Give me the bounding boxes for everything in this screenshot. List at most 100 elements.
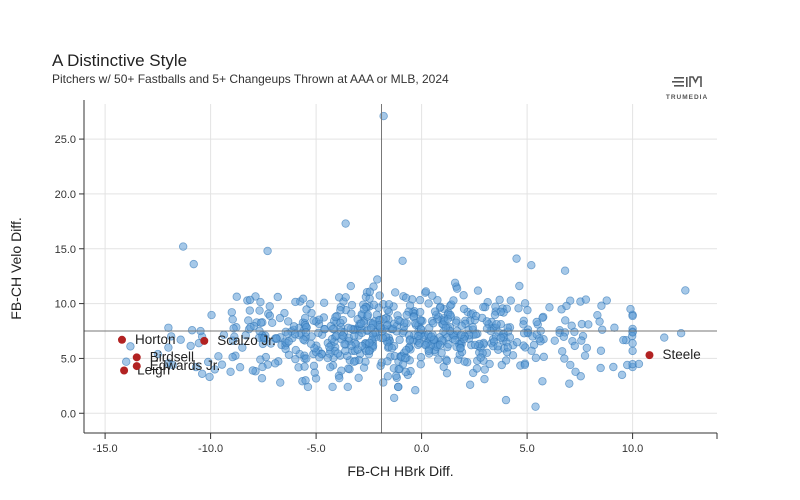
y-tick-label: 10.0 [55, 299, 76, 311]
highlight-point [200, 336, 209, 345]
data-point [459, 291, 468, 300]
highlight-label: Steele [662, 347, 700, 362]
data-point [405, 336, 414, 345]
data-point [344, 323, 353, 333]
data-point [519, 341, 528, 350]
data-point [628, 346, 637, 356]
data-point [284, 317, 293, 326]
data-point [189, 259, 198, 269]
data-point [660, 333, 669, 342]
highlight-point [645, 351, 654, 360]
highlight-label: Leigh [137, 362, 170, 377]
data-point [229, 324, 238, 333]
highlight-point [120, 366, 129, 375]
data-point [228, 315, 237, 324]
data-point [383, 357, 392, 366]
data-point [328, 382, 337, 392]
data-point [596, 346, 606, 355]
data-point [391, 371, 401, 380]
data-point [460, 357, 469, 366]
data-point [205, 372, 214, 382]
data-point [401, 293, 411, 303]
data-point [561, 316, 570, 325]
data-point [398, 256, 407, 266]
data-point [341, 219, 350, 228]
data-point [457, 321, 466, 331]
data-point [272, 333, 281, 343]
data-point [331, 312, 340, 322]
data-point [176, 335, 185, 344]
data-point [538, 377, 547, 386]
data-point [395, 335, 404, 345]
data-point [258, 362, 267, 372]
data-point [459, 304, 469, 314]
data-point [291, 297, 300, 307]
data-point [365, 287, 375, 296]
data-point [369, 300, 379, 310]
data-point [187, 326, 197, 335]
data-point [336, 318, 345, 328]
data-point [449, 296, 458, 305]
data-point [366, 323, 376, 333]
data-point [520, 299, 530, 308]
data-point [255, 306, 264, 315]
data-point [291, 354, 300, 364]
data-point [359, 305, 369, 314]
highlight-label: Horton [135, 332, 176, 347]
data-point [501, 395, 511, 405]
data-point [457, 330, 466, 339]
data-point [496, 333, 506, 342]
data-point [444, 340, 453, 349]
data-point [383, 372, 393, 381]
data-point [389, 393, 399, 403]
data-point [376, 323, 385, 332]
data-point [349, 357, 359, 366]
data-point [435, 340, 445, 350]
data-point [512, 338, 522, 347]
x-tick-label: -5.0 [307, 443, 326, 455]
highlight-point [132, 362, 141, 371]
data-point [421, 287, 431, 296]
data-point [470, 340, 480, 350]
data-point [442, 356, 452, 366]
data-point [532, 317, 541, 327]
data-point [378, 333, 388, 343]
x-tick-label: 10.0 [622, 443, 643, 455]
data-point [442, 369, 452, 378]
data-point [597, 301, 606, 310]
data-point [335, 373, 344, 383]
data-point [153, 349, 163, 359]
data-point [491, 302, 500, 311]
chart-title: A Distinctive Style [52, 51, 188, 70]
data-point [619, 335, 628, 345]
highlight-point [117, 335, 126, 344]
data-point [302, 354, 311, 363]
data-point [387, 344, 397, 353]
data-point [257, 374, 267, 383]
data-point [472, 364, 482, 373]
data-point [191, 362, 201, 372]
data-point [379, 315, 388, 324]
y-tick-label: 5.0 [61, 353, 76, 365]
data-point [493, 342, 503, 351]
y-tick-label: 25.0 [55, 134, 76, 146]
data-point [580, 351, 590, 360]
data-point [520, 360, 530, 370]
data-point [527, 346, 536, 355]
data-point [465, 380, 475, 389]
data-point [446, 310, 455, 320]
data-point [275, 313, 285, 323]
data-point [346, 281, 356, 291]
data-point [338, 331, 347, 340]
data-point [434, 355, 443, 364]
data-point [480, 365, 489, 374]
data-point [256, 297, 265, 307]
data-point [273, 292, 282, 302]
data-point [394, 382, 403, 392]
data-point [245, 295, 255, 305]
data-point [227, 308, 236, 317]
trumedia-logo-text: TRUMEDIA [665, 94, 709, 101]
data-point [628, 311, 637, 321]
